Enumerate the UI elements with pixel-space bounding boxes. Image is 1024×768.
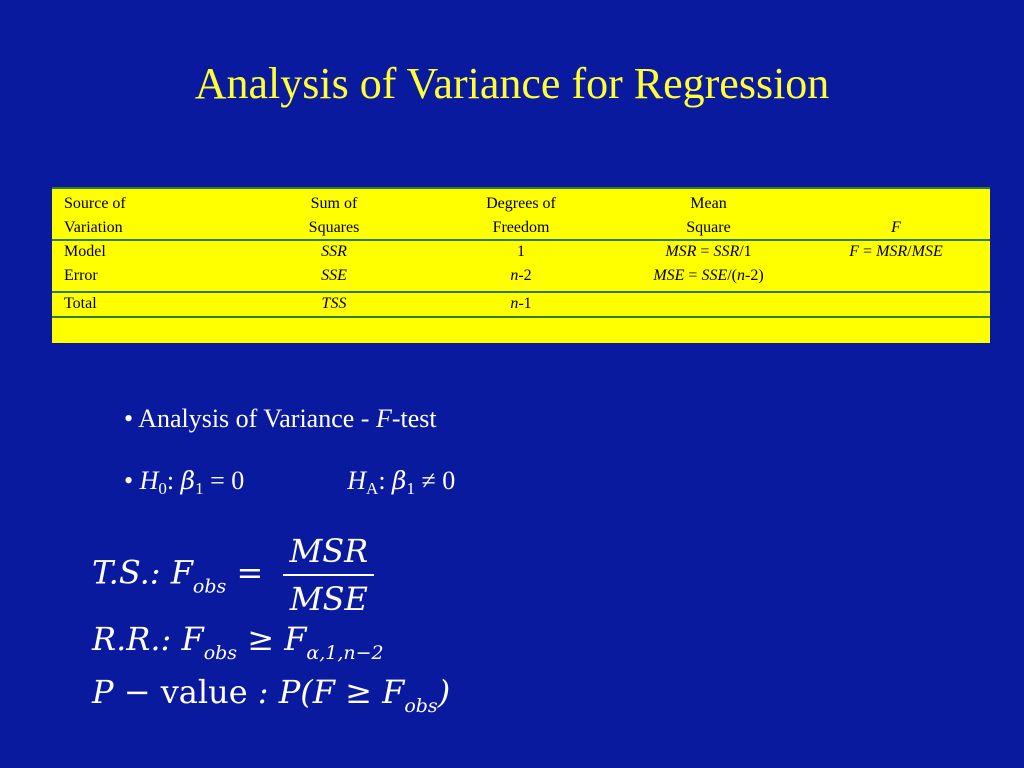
header-source-line2: Variation [64, 219, 123, 236]
test-statistic-formula: T.S.: Fobs = MSR MSE [92, 532, 375, 618]
row-error-ms: MSE = SSE/(n-2) [653, 267, 764, 284]
row-error-df: n-2 [510, 267, 532, 284]
bullet-hypotheses: • H0: β1 = 0 HA: β1 ≠ 0 [124, 466, 456, 498]
header-source-line1: Source of [64, 195, 126, 212]
row-error-ss: SSE [321, 267, 347, 284]
header-ms-line1: Mean [690, 195, 727, 212]
row-model-ss: SSR [321, 243, 347, 260]
table-total-rule [52, 291, 990, 293]
bullet-anova-ftest: • Analysis of Variance - F-test [124, 404, 437, 433]
header-ss-line2: Squares [308, 219, 360, 236]
row-model-source: Model [64, 243, 106, 260]
row-model-ms: MSR = SSR/1 [665, 243, 752, 260]
rejection-region-formula: R.R.: Fobs ≥ Fα,1,n−2 [92, 620, 384, 664]
header-ss-line1: Sum of [310, 195, 358, 212]
row-total-df: n-1 [510, 295, 532, 312]
table-lower-rule [52, 316, 990, 318]
row-model-f: F = MSR/MSE [849, 243, 943, 260]
slide-title: Analysis of Variance for Regression [194, 59, 830, 108]
table-top-rule [52, 187, 990, 189]
header-ms-line2: Square [686, 219, 731, 236]
header-f: F [891, 219, 901, 236]
row-total-source: Total [64, 295, 97, 312]
anova-table: Source of Variation Sum of Squares Degre… [52, 187, 990, 343]
p-value-formula: P − value : P(F ≥ Fobs) [92, 673, 451, 717]
row-error-source: Error [64, 267, 98, 284]
row-model-df: 1 [517, 243, 525, 260]
header-df-line2: Freedom [492, 219, 550, 236]
table-header-rule [52, 239, 990, 241]
fraction: MSR MSE [283, 532, 375, 618]
row-total-ss: TSS [321, 295, 347, 312]
header-df-line1: Degrees of [486, 195, 556, 212]
